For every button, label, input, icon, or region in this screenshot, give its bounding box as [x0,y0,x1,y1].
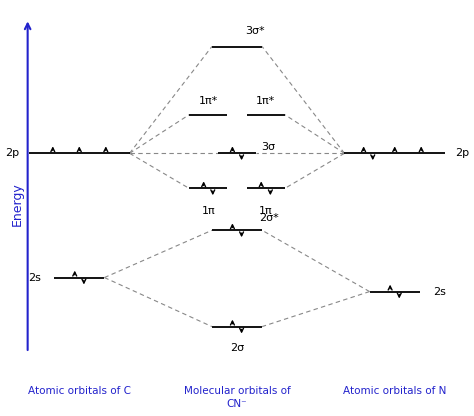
Text: 1π: 1π [201,206,215,216]
Text: 2s: 2s [28,272,41,282]
Text: 1π*: 1π* [199,96,218,106]
Text: 3σ*: 3σ* [246,26,265,36]
Text: 3σ: 3σ [261,142,275,152]
Text: Molecular orbitals of
CN⁻: Molecular orbitals of CN⁻ [183,386,291,409]
Text: Atomic orbitals of C: Atomic orbitals of C [28,386,131,396]
Text: 2p: 2p [455,148,469,158]
Text: 2p: 2p [5,148,19,158]
Text: 2s: 2s [433,287,446,297]
Text: 2σ: 2σ [230,343,244,353]
Text: Energy: Energy [11,182,24,226]
Text: 1π: 1π [259,206,273,216]
Text: 1π*: 1π* [256,96,275,106]
Text: Atomic orbitals of N: Atomic orbitals of N [343,386,447,396]
Text: 2σ*: 2σ* [259,213,279,223]
